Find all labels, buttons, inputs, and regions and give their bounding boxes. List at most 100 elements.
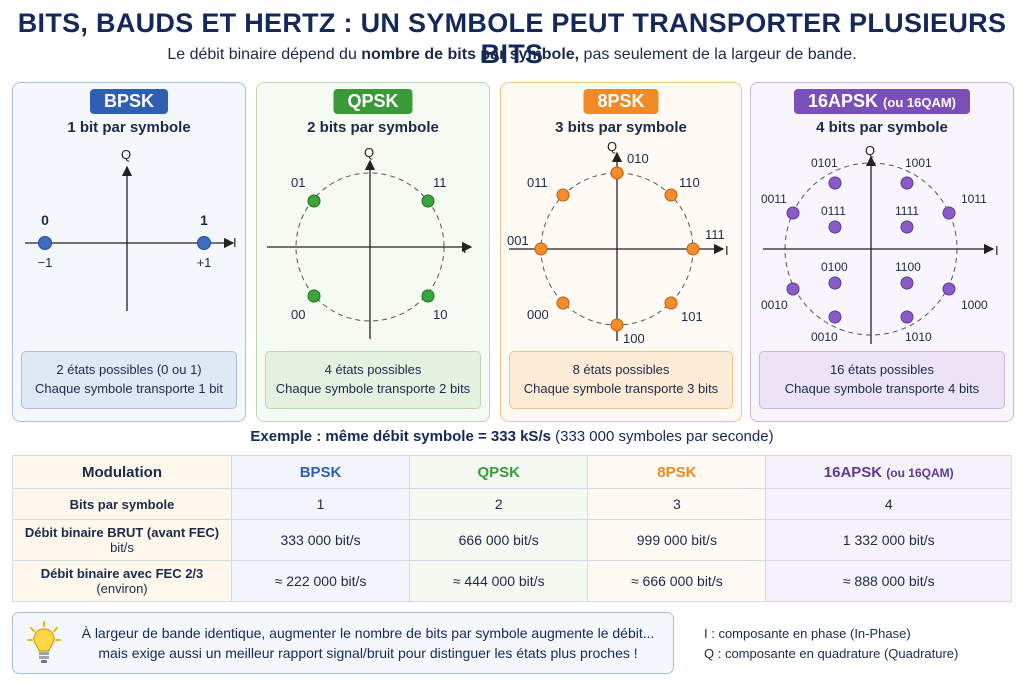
panel-8psk: 8PSK 3 bits par symbole I Q 010 110 111 …: [500, 82, 742, 422]
cell-qpsk: 2: [409, 488, 589, 520]
outer-point-0011: [786, 206, 800, 220]
outer-point-1001: [900, 176, 914, 190]
outer-label-1000: 1000: [961, 298, 988, 312]
point-bits-1: 1: [200, 212, 208, 228]
cell-8psk: ≈ 666 000 bit/s: [587, 560, 767, 602]
subtitle-bold: nombre de bits par symbole,: [361, 46, 580, 63]
constellation-point-111: [686, 242, 700, 256]
cell-qpsk: 666 000 bit/s: [409, 519, 589, 561]
badge-16apsk: 16APSK (ou 16QAM): [794, 89, 970, 114]
constellation-qpsk: I Q 01 11 00 10: [267, 145, 473, 339]
row-label-main: Débit binaire BRUT (avant FEC): [24, 525, 220, 540]
row-label: Débit binaire avec FEC 2/3 (environ): [12, 560, 232, 602]
caption-states: 2 états possibles (0 ou 1): [56, 362, 202, 377]
constellation-point-00: [307, 289, 321, 303]
header-8psk: 8PSK: [587, 455, 767, 489]
bits-per-symbol-16apsk: 4 bits par symbole: [816, 119, 948, 136]
bits-per-symbol-8psk: 3 bits par symbole: [555, 119, 687, 136]
outer-point-1011: [942, 206, 956, 220]
point-label-101: 101: [681, 309, 703, 324]
header-bpsk: BPSK: [230, 455, 411, 489]
outer-point-0010-bottom: [828, 310, 842, 324]
constellation-point-110: [664, 188, 678, 202]
constellation-point-010: [610, 166, 624, 180]
inner-point-0111: [828, 220, 842, 234]
outer-point-1000: [942, 282, 956, 296]
caption-16apsk: 16 états possibles Chaque symbole transp…: [759, 351, 1005, 409]
row-label: Débit binaire BRUT (avant FEC) bit/s: [12, 519, 232, 561]
row-label-sub: bit/s: [110, 540, 134, 555]
example-rest: (333 000 symboles par seconde): [550, 428, 774, 445]
inner-label-1100: 1100: [895, 260, 921, 274]
constellation-point-01: [307, 194, 321, 208]
q-axis-label: Q: [865, 143, 875, 158]
header-qpsk: QPSK: [409, 455, 589, 489]
constellation-point-101: [664, 296, 678, 310]
cell-8psk: 999 000 bit/s: [587, 519, 767, 561]
cell-16apsk: 4: [765, 488, 1012, 520]
caption-bits: Chaque symbole transporte 1 bit: [35, 381, 223, 396]
point-label-111: 111: [705, 227, 725, 242]
badge-8psk: 8PSK: [583, 89, 659, 114]
table-row: Débit binaire BRUT (avant FEC) bit/s 333 …: [12, 519, 1012, 561]
point-value-minus1: −1: [38, 255, 53, 270]
outer-point-1010: [900, 310, 914, 324]
inner-point-1111: [900, 220, 914, 234]
caption-states: 8 états possibles: [572, 362, 670, 377]
badge-qpsk: QPSK: [333, 89, 413, 114]
caption-bpsk: 2 états possibles (0 ou 1) Chaque symbol…: [21, 351, 237, 409]
comparison-table: Modulation BPSK QPSK 8PSK 16APSK (ou 16Q…: [12, 455, 1012, 602]
point-label-010: 010: [627, 151, 649, 166]
header-16apsk-small: (ou 16QAM): [886, 465, 954, 480]
subtitle-post: pas seulement de la largeur de bande.: [579, 46, 857, 63]
inner-label-1111: 1111: [895, 204, 919, 218]
panel-qpsk: QPSK 2 bits par symbole I Q 01 11 00 10 …: [256, 82, 490, 422]
constellation-16apsk: I Q 0101 1001 1011 1000 1010 0010 0010 0…: [761, 143, 999, 344]
axis-legend: I : composante en phase (In-Phase) Q : c…: [704, 624, 958, 664]
row-label-sub: (environ): [96, 581, 148, 596]
point-label-011: 011: [527, 175, 548, 190]
tip-line-1: À largeur de bande identique, augmenter …: [81, 625, 655, 641]
bits-per-symbol-qpsk: 2 bits par symbole: [307, 119, 439, 136]
row-label: Bits par symbole: [12, 488, 232, 520]
q-axis-label: Q: [607, 139, 617, 154]
point-label-110: 110: [679, 175, 700, 190]
header-modulation: Modulation: [12, 455, 232, 489]
outer-label-0010-bottom: 0010: [811, 330, 838, 344]
constellation-point-001: [534, 242, 548, 256]
cell-bpsk: 333 000 bit/s: [230, 519, 411, 561]
constellation-point-10: [421, 289, 435, 303]
outer-label-0010-left: 0010: [761, 298, 788, 312]
legend-i: I : composante en phase (In-Phase): [704, 626, 911, 641]
cell-8psk: 3: [587, 488, 767, 520]
subtitle-pre: Le débit binaire dépend du: [167, 46, 362, 63]
cell-bpsk: ≈ 222 000 bit/s: [230, 560, 411, 602]
point-label-01: 01: [291, 175, 305, 190]
constellation-point-1: [197, 236, 211, 250]
badge-bpsk: BPSK: [89, 89, 169, 114]
point-value-plus1: +1: [197, 255, 212, 270]
i-axis-label: I: [233, 235, 237, 250]
outer-label-0101: 0101: [811, 156, 838, 170]
constellation-point-11: [421, 194, 435, 208]
point-label-00: 00: [291, 307, 305, 322]
page-subtitle: Le débit binaire dépend du nombre de bit…: [0, 46, 1024, 64]
outer-label-1010: 1010: [905, 330, 932, 344]
table-row: Débit binaire avec FEC 2/3 (environ) ≈ 22…: [12, 560, 1012, 602]
point-label-001: 001: [507, 233, 529, 248]
cell-qpsk: ≈ 444 000 bit/s: [409, 560, 589, 602]
panel-bpsk: BPSK 1 bit par symbole I Q 0 1 −1 +1 2 é…: [12, 82, 246, 422]
point-label-100: 100: [623, 331, 645, 346]
outer-label-1011: 1011: [961, 192, 987, 206]
point-label-000: 000: [527, 307, 549, 322]
caption-bits: Chaque symbole transporte 2 bits: [275, 381, 471, 396]
tip-box: À largeur de bande identique, augmenter …: [12, 612, 674, 674]
constellation-point-0: [38, 236, 52, 250]
i-axis-label: I: [995, 243, 999, 258]
lightbulb-icon: [27, 621, 61, 663]
q-axis-label: Q: [121, 147, 131, 162]
inner-point-0100: [828, 276, 842, 290]
table-row: Bits par symbole 1 2 3 4: [12, 488, 1012, 520]
q-axis-label: Q: [364, 145, 374, 160]
bits-per-symbol-bpsk: 1 bit par symbole: [67, 119, 191, 136]
